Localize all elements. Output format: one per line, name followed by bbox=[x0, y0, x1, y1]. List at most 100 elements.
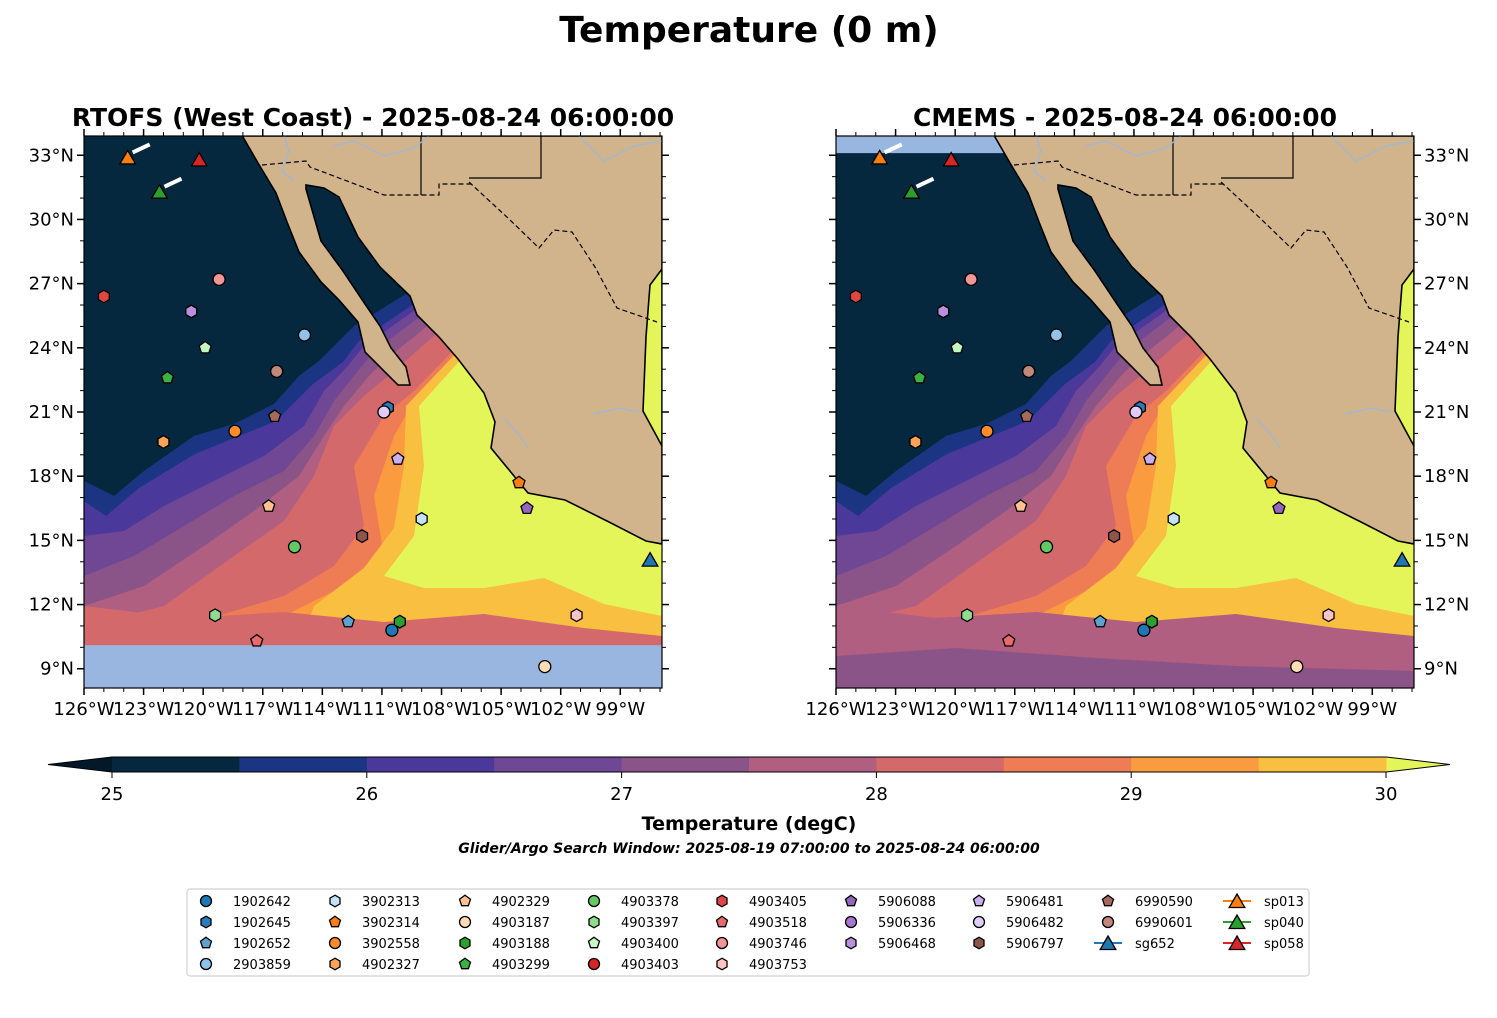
platform-marker-4903405 bbox=[849, 289, 862, 304]
x-tick-label: 123°W bbox=[113, 699, 174, 720]
colorbar-tick-label: 30 bbox=[1375, 784, 1398, 805]
platform-marker-4903299 bbox=[160, 370, 175, 384]
legend-marker-sp040 bbox=[1228, 913, 1246, 930]
river bbox=[1345, 407, 1392, 415]
no-data-region bbox=[836, 136, 1005, 154]
legend-label: 4903299 bbox=[492, 958, 550, 973]
legend-item-5906088: 5906088 bbox=[844, 894, 936, 910]
platform-marker-2903859 bbox=[1049, 328, 1064, 342]
x-axis: 126°W123°W120°W117°W114°W111°W108°W105°W… bbox=[53, 129, 661, 720]
legend-item-sp013: sp013 bbox=[1223, 892, 1304, 910]
land-mexico-us bbox=[242, 136, 662, 545]
platform-marker-4903405 bbox=[97, 289, 110, 304]
colorbar: 25 26 27 28 29 30 bbox=[47, 756, 1451, 805]
platform-marker-sg652 bbox=[641, 551, 660, 567]
x-tick-label: 120°W bbox=[173, 699, 234, 720]
legend-marker-sp013 bbox=[1228, 892, 1246, 909]
platform-marker-4902327 bbox=[909, 434, 922, 450]
river bbox=[333, 136, 430, 157]
glider-track-sp013 bbox=[131, 142, 151, 155]
temperature-field bbox=[84, 136, 662, 688]
colorbar-segment-27.5 bbox=[749, 757, 877, 772]
legend-label: 1902652 bbox=[233, 937, 291, 952]
figure-title: Temperature (0 m) bbox=[559, 10, 938, 51]
no-data-region bbox=[84, 645, 662, 688]
search-window-subtitle: Glider/Argo Search Window: 2025-08-19 07… bbox=[458, 841, 1040, 857]
x-tick-label: 126°W bbox=[53, 699, 114, 720]
platform-marker-4903188 bbox=[1145, 614, 1158, 629]
platform-marker-4903188 bbox=[393, 614, 406, 629]
platform-marker-4903187 bbox=[538, 659, 552, 674]
x-tick-label: 114°W bbox=[1044, 699, 1105, 720]
x-tick-label: 99°W bbox=[595, 699, 645, 720]
legend-label: sp040 bbox=[1264, 916, 1304, 931]
colorbar-segment-29 bbox=[1131, 757, 1260, 772]
glider-track-sp040 bbox=[915, 176, 935, 189]
platform-marker-4902329 bbox=[261, 499, 276, 512]
platform-marker-sp013 bbox=[870, 149, 889, 165]
legend-label: 1902642 bbox=[233, 895, 291, 910]
platform-marker-5906481 bbox=[1143, 451, 1157, 465]
y-axis: 33°N 30°N 27°N 24°N 21°N 18°N 15°N 12°N 9°N bbox=[29, 145, 669, 680]
legend-label: 4903405 bbox=[749, 895, 807, 910]
legend-item-4903746: 4903746 bbox=[715, 936, 807, 952]
border-us-mexico bbox=[261, 160, 472, 196]
platform-marker-5906468 bbox=[185, 304, 198, 319]
y-tick-label: 27°N bbox=[1424, 274, 1469, 295]
y-tick-label: 15°N bbox=[29, 530, 74, 551]
legend-marker-5906336 bbox=[844, 915, 858, 929]
legend-item-sp058: sp058 bbox=[1223, 934, 1304, 952]
colorbar-label: Temperature (degC) bbox=[642, 813, 857, 835]
map-panel-cmems: 126°W123°W120°W117°W114°W111°W108°W105°W… bbox=[805, 129, 1469, 720]
platform-marker-4903378 bbox=[1039, 540, 1054, 554]
legend-marker-4903397 bbox=[588, 915, 600, 929]
y-tick-label: 18°N bbox=[1424, 466, 1469, 487]
platform-marker-4903378 bbox=[287, 540, 302, 554]
platform-marker-4903400 bbox=[950, 340, 964, 354]
y-tick-label: 30°N bbox=[1424, 209, 1469, 230]
legend-label: 5906336 bbox=[878, 916, 936, 931]
legend-item-4903299: 4903299 bbox=[458, 957, 550, 973]
legend-item-3902558: 3902558 bbox=[328, 936, 420, 952]
legend-marker-4903403 bbox=[587, 957, 601, 971]
legend-item-6990590: 6990590 bbox=[1101, 894, 1193, 910]
colorbar-tick-label: 28 bbox=[865, 784, 888, 805]
legend-label: 5906088 bbox=[878, 895, 936, 910]
colorbar-segment-25.5 bbox=[239, 757, 368, 772]
platform-marker-6990601 bbox=[1022, 364, 1036, 378]
legend-item-6990601: 6990601 bbox=[1101, 915, 1193, 931]
legend-label: 4903403 bbox=[621, 958, 679, 973]
y-axis: 33°N 30°N 27°N 24°N 21°N 18°N 15°N 12°N 9°N bbox=[829, 145, 1469, 680]
platform-marker-5906088 bbox=[1272, 501, 1286, 515]
x-axis: 126°W123°W120°W117°W114°W111°W108°W105°W… bbox=[805, 129, 1413, 720]
land-mexico-us bbox=[994, 136, 1414, 545]
legend-item-4903378: 4903378 bbox=[587, 894, 679, 910]
platform-marker-sp040 bbox=[902, 183, 921, 199]
legend-marker-1902642 bbox=[199, 894, 213, 908]
x-tick-label: 120°W bbox=[925, 699, 986, 720]
legend-marker-4903188 bbox=[459, 936, 471, 950]
state-border bbox=[469, 136, 542, 179]
legend-item-4902329: 4902329 bbox=[458, 894, 550, 910]
legend-marker-3902314 bbox=[328, 915, 342, 928]
legend-label: 5906481 bbox=[1006, 895, 1064, 910]
y-tick-label: 24°N bbox=[29, 338, 74, 359]
colorbar-extend-low bbox=[48, 757, 112, 772]
y-tick-label: 15°N bbox=[1424, 530, 1469, 551]
platform-marker-6990590 bbox=[267, 409, 282, 423]
colorbar-segment-26 bbox=[366, 757, 495, 772]
platform-marker-4903187 bbox=[1290, 659, 1304, 674]
platform-marker-1902642 bbox=[385, 623, 399, 637]
x-tick-label: 108°W bbox=[411, 699, 472, 720]
legend-marker-4903518 bbox=[715, 915, 729, 928]
map-panel-rtofs: 126°W123°W120°W117°W114°W111°W108°W105°W… bbox=[29, 129, 669, 720]
legend-item-5906468: 5906468 bbox=[845, 936, 936, 952]
platform-marker-5906481 bbox=[391, 451, 405, 465]
colorbar-tick-label: 29 bbox=[1120, 784, 1143, 805]
platform-marker-3902314 bbox=[1264, 475, 1278, 489]
y-tick-label: 33°N bbox=[1424, 145, 1469, 166]
platform-marker-sp013 bbox=[118, 149, 137, 165]
legend-marker-4903400 bbox=[587, 936, 601, 949]
platform-marker-sp040 bbox=[150, 183, 169, 199]
